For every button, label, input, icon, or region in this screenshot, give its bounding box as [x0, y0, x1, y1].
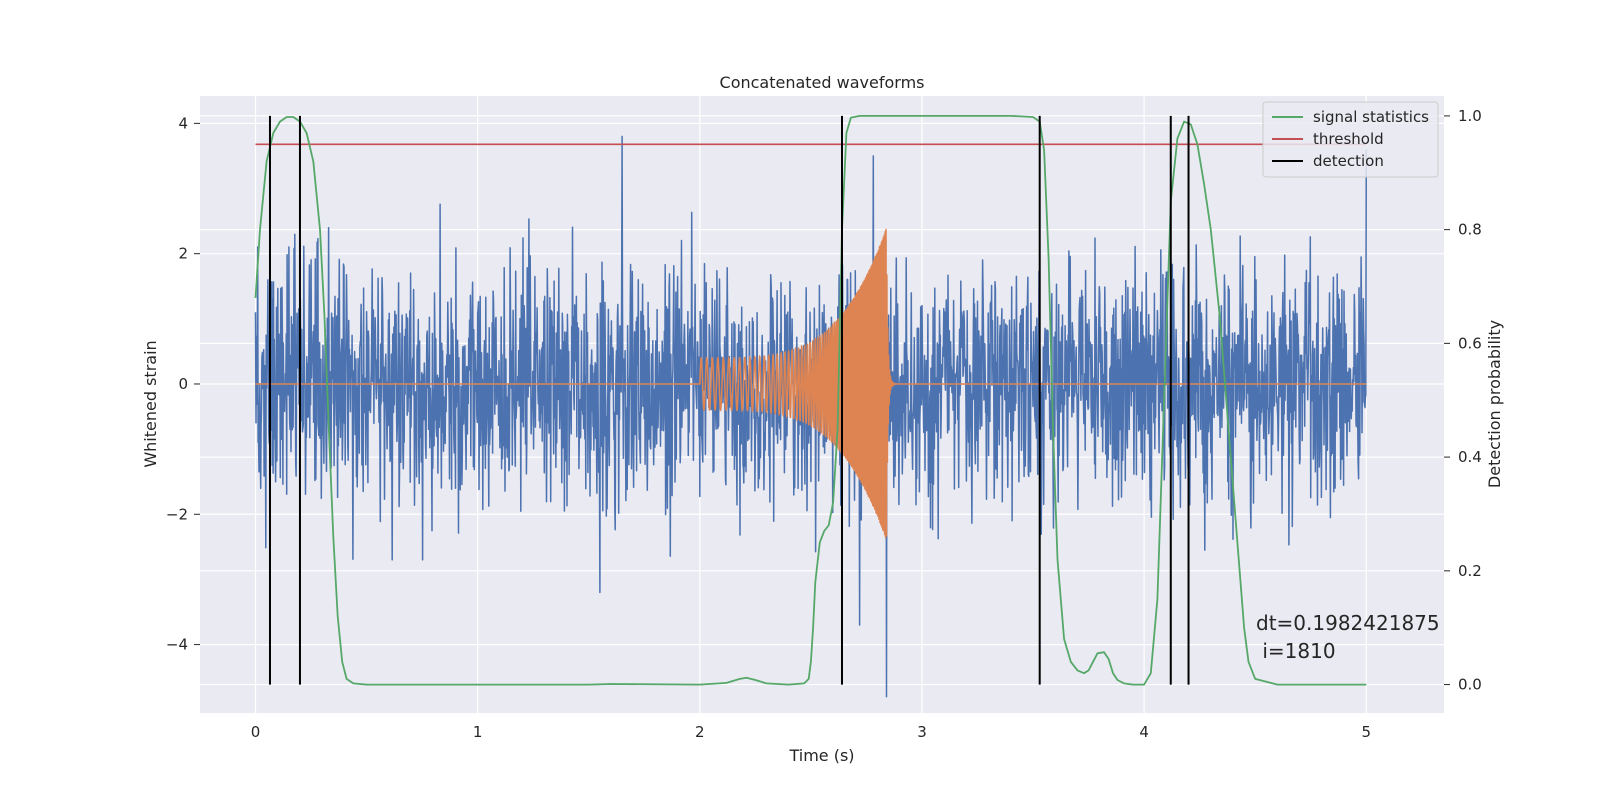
y2-tick-label: 0.4 — [1458, 448, 1482, 466]
y-tick-label: −2 — [166, 505, 188, 523]
noise-series — [254, 135, 1368, 698]
annotation-line-1: dt=0.1982421875 — [1256, 611, 1440, 635]
annotation-line-2: i=1810 — [1256, 639, 1336, 663]
legend-label-signal-statistics: signal statistics — [1313, 108, 1429, 126]
y-tick-label: −4 — [166, 636, 188, 654]
x-tick-label: 5 — [1361, 723, 1371, 741]
x-axis-label: Time (s) — [788, 746, 854, 765]
y2-axis-label: Detection probability — [1485, 320, 1504, 488]
signal-statistics-series — [254, 115, 1367, 686]
y2-tick-label: 0.0 — [1458, 676, 1482, 694]
y2-tick-label: 0.8 — [1458, 221, 1482, 239]
y-tick-label: 4 — [178, 114, 188, 132]
x-tick-label: 0 — [251, 723, 261, 741]
legend: signal statistics threshold detection — [1262, 101, 1439, 178]
y2-tick-label: 0.2 — [1458, 562, 1482, 580]
x-tick-label: 4 — [1139, 723, 1149, 741]
series — [254, 115, 1368, 698]
y-tick-label: 2 — [178, 245, 188, 263]
y2-tick-label: 1.0 — [1458, 107, 1482, 125]
y2-tick-label: 0.6 — [1458, 334, 1482, 352]
legend-label-threshold: threshold — [1313, 130, 1384, 148]
waveform-series — [255, 228, 1367, 538]
annotation: dt=0.1982421875 i=1810 — [1256, 611, 1440, 663]
legend-box — [1262, 101, 1439, 178]
ticks: 0 1 2 3 4 5 4 2 0 −2 −4 1.0 0.8 0.6 0.4 0.2 0.0 — [166, 107, 1482, 741]
y-tick-label: 0 — [178, 375, 188, 393]
legend-label-detection: detection — [1313, 152, 1384, 170]
y-axis-label: Whitened strain — [141, 340, 160, 467]
x-tick-label: 3 — [917, 723, 927, 741]
x-tick-label: 1 — [473, 723, 483, 741]
chart-title: Concatenated waveforms — [720, 73, 925, 92]
x-tick-label: 2 — [695, 723, 705, 741]
